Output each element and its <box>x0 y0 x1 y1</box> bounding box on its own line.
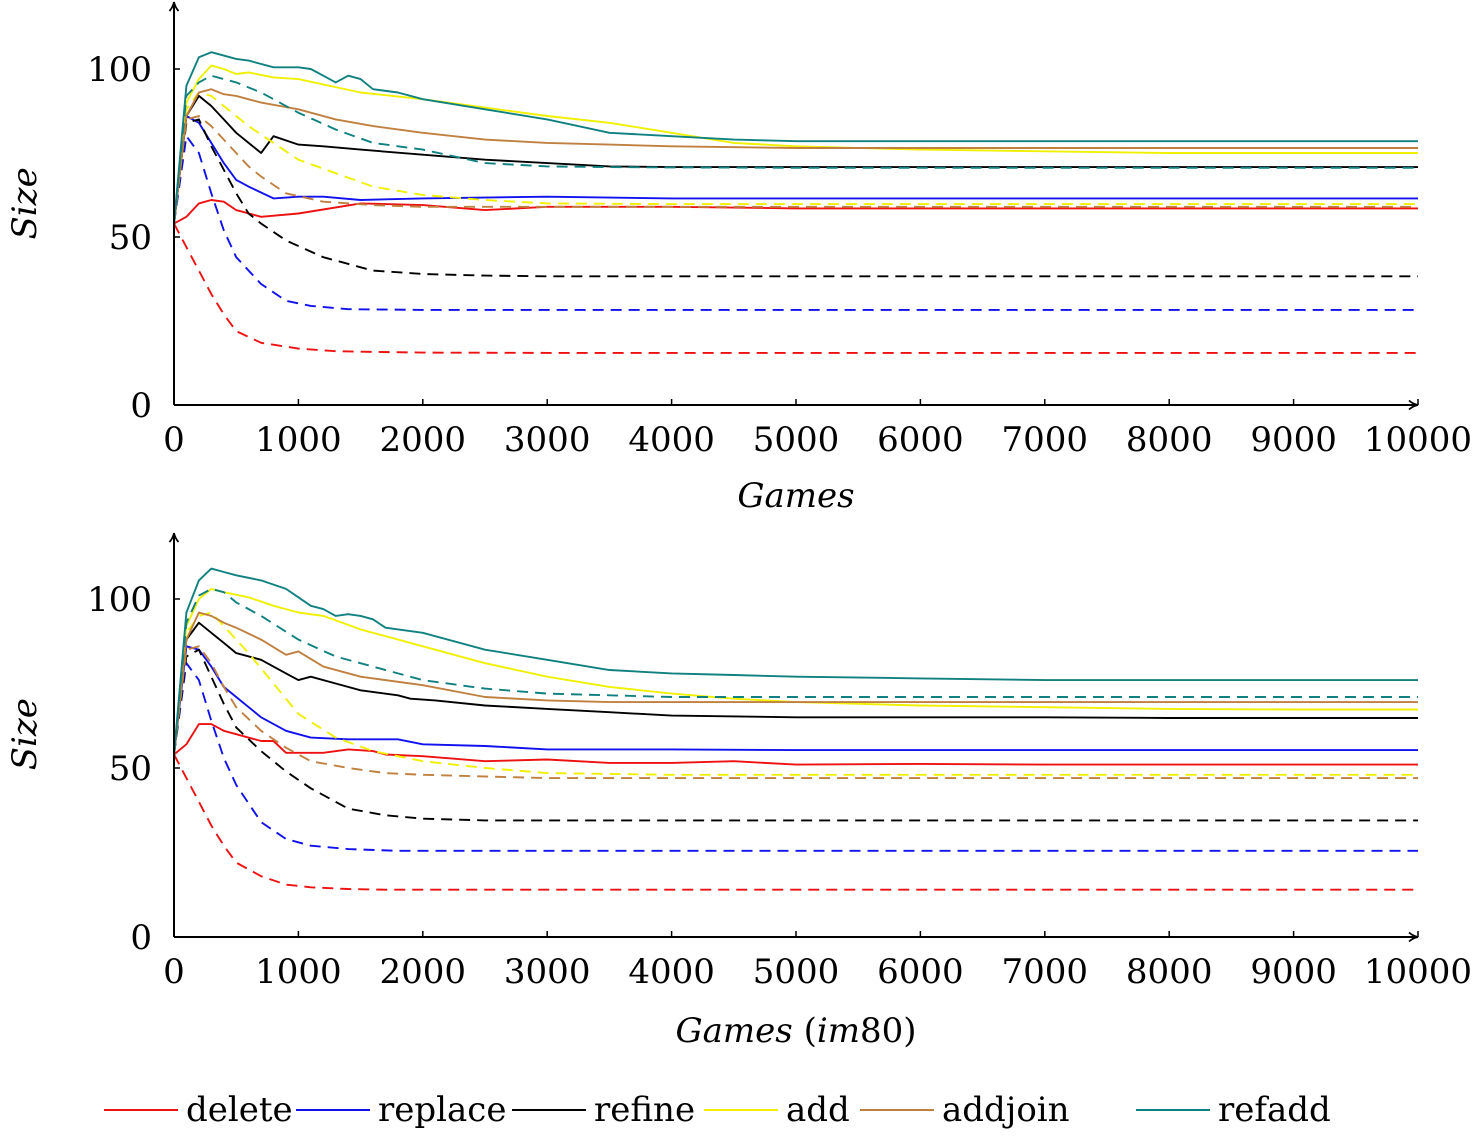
x-tick-label: 1000 <box>255 952 342 992</box>
series-line-addjoin-dashed <box>173 645 1418 780</box>
x-tick-label: 9000 <box>1250 420 1337 460</box>
x-tick-label: 4000 <box>628 420 715 460</box>
series-lines <box>173 51 1418 354</box>
series-line-add-dashed <box>173 91 1418 224</box>
legend-label: delete <box>186 1090 293 1130</box>
series-line-refadd-dashed <box>173 587 1418 755</box>
x-tick-label: 1000 <box>255 420 342 460</box>
x-tick-label: 7000 <box>1002 420 1089 460</box>
series-line-add-dashed <box>173 611 1418 776</box>
x-tick-label: 3000 <box>504 420 591 460</box>
legend: delete replace refine add addjoin refadd <box>104 1090 1331 1130</box>
legend-label: addjoin <box>942 1090 1070 1130</box>
legend-label: refadd <box>1218 1090 1331 1130</box>
series-line-replace-dashed <box>173 662 1418 852</box>
y-tick-label: 100 <box>87 580 152 620</box>
legend-item-refine: refine <box>512 1090 695 1130</box>
x-tick-label: 9000 <box>1250 952 1337 992</box>
series-line-refine-dashed <box>173 648 1418 822</box>
legend-item-add: add <box>704 1090 850 1130</box>
x-tick-label: 2000 <box>380 952 467 992</box>
series-line-addjoin-solid <box>173 611 1418 755</box>
x-tick-label: 0 <box>163 420 185 460</box>
series-line-delete-dashed <box>173 754 1418 891</box>
x-tick-label: 6000 <box>877 952 964 992</box>
legend-item-delete: delete <box>104 1090 293 1130</box>
x-tick-label: 4000 <box>628 952 715 992</box>
series-line-delete-dashed <box>173 223 1418 354</box>
y-tick-label: 50 <box>109 749 152 789</box>
series-line-refadd-dashed <box>173 74 1418 224</box>
y-tick-label: 50 <box>109 218 152 258</box>
x-tick-label: 8000 <box>1126 420 1213 460</box>
x-tick-label: 6000 <box>877 420 964 460</box>
y-tick-label: 0 <box>130 918 152 958</box>
x-tick-label: 2000 <box>380 420 467 460</box>
chart-panel-top: 0 1000 2000 3000 4000 5000 6000 7000 8000 9000 100… <box>5 1 1472 516</box>
chart-panel-bottom: 0 1000 2000 3000 4000 5000 6000 7000 8000 9000 100… <box>5 532 1472 1051</box>
y-tick-label: 100 <box>87 50 152 90</box>
series-lines <box>173 567 1418 891</box>
x-tick-label: 10000 <box>1364 952 1472 992</box>
series-line-replace-dashed <box>173 135 1418 311</box>
x-tick-label: 8000 <box>1126 952 1213 992</box>
series-line-add-solid <box>173 587 1418 755</box>
legend-label: replace <box>378 1090 506 1130</box>
legend-item-refadd: refadd <box>1136 1090 1331 1130</box>
x-axis-label: Games <box>737 476 854 516</box>
series-line-refine-dashed <box>173 118 1418 278</box>
x-tick-label: 0 <box>163 952 185 992</box>
legend-label: refine <box>594 1090 695 1130</box>
x-tick-label: 10000 <box>1364 420 1472 460</box>
series-line-refine-solid <box>173 621 1418 755</box>
x-tick-label: 3000 <box>504 952 591 992</box>
y-axis-label: Size <box>5 698 45 770</box>
y-tick-label: 0 <box>130 386 152 426</box>
series-line-delete-solid <box>173 723 1418 766</box>
series-line-refadd-solid <box>173 51 1418 224</box>
series-line-delete-solid <box>173 199 1418 225</box>
x-tick-label: 7000 <box>1002 952 1089 992</box>
legend-label: add <box>786 1090 850 1130</box>
x-tick-label: 5000 <box>753 952 840 992</box>
series-line-refadd-solid <box>173 567 1418 755</box>
legend-item-addjoin: addjoin <box>860 1090 1070 1130</box>
series-line-replace-solid <box>173 115 1418 224</box>
legend-item-replace: replace <box>296 1090 506 1130</box>
x-axis-label: Games (im80) <box>676 1011 917 1051</box>
x-tick-label: 5000 <box>753 420 840 460</box>
series-line-addjoin-solid <box>173 88 1418 224</box>
y-axis-label: Size <box>5 167 45 239</box>
